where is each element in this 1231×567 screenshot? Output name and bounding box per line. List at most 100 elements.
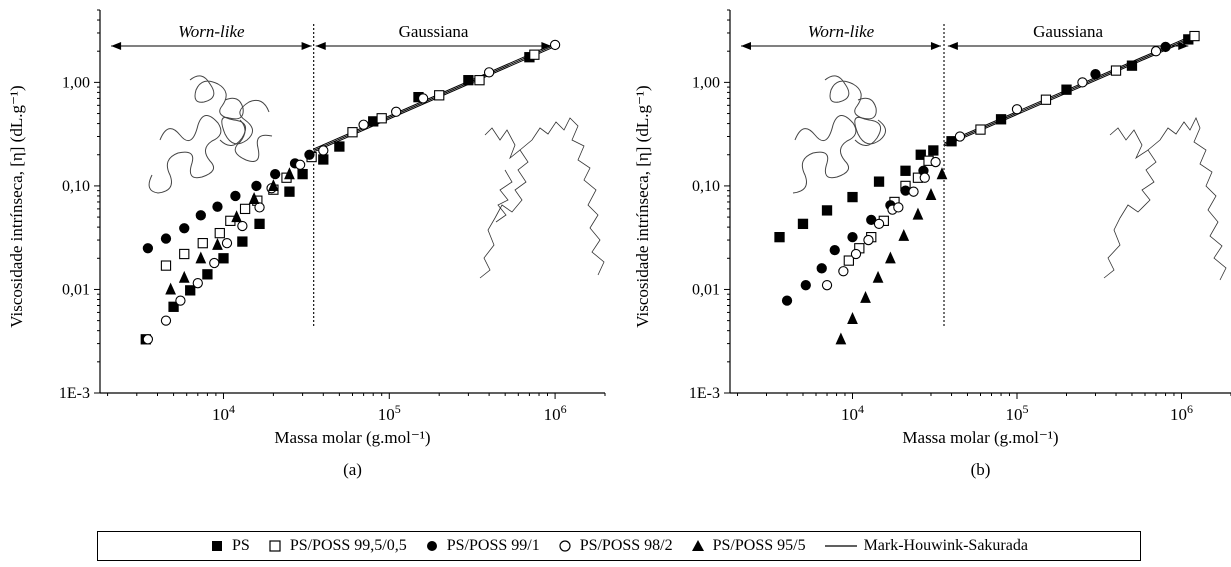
marker-p1-s5-3 <box>195 251 207 264</box>
region-label-1: Worn-like <box>178 22 245 41</box>
marker-p2-s4-8 <box>908 186 919 197</box>
marker-p2-s1-6 <box>900 165 911 176</box>
marker-p1-s4-14 <box>417 93 429 104</box>
legend-item: PS/POSS 99,5/0,5 <box>268 537 407 555</box>
marker-p2-s5-3 <box>860 291 871 303</box>
y-tick-label: 0,01 <box>692 281 720 298</box>
marker-p2-s3-2 <box>800 280 811 291</box>
y-tick-label: 1,00 <box>62 74 90 91</box>
marker-p1-s1-12 <box>368 116 379 127</box>
random-walk-illustration-b <box>1103 117 1227 281</box>
marker-p1-s1-8 <box>284 186 295 197</box>
marker-p1-s1-9 <box>297 168 308 180</box>
marker-p1-s1-7 <box>254 218 265 230</box>
marker-p2-s5-8 <box>925 188 937 200</box>
region-label-2: Gaussiana <box>1033 22 1103 41</box>
legend-label: Mark-Houwink-Sakurada <box>863 537 1028 554</box>
x-tick-base: 10 <box>378 405 395 424</box>
legend-item: Mark-Houwink-Sakurada <box>824 537 1028 555</box>
marker-p1-s3-8 <box>270 168 281 180</box>
marker-p2-s4-9 <box>919 172 930 183</box>
x-tick-label: 106 <box>544 402 567 424</box>
marker-p1-s4-6 <box>221 238 233 249</box>
marker-p2-s4-13 <box>1077 77 1088 88</box>
marker-p1-s1-11 <box>334 141 345 152</box>
marker-p1-s2-4 <box>214 227 225 239</box>
marker-p1-s3-1 <box>142 243 154 254</box>
marker-p2-s4-1 <box>821 280 833 291</box>
marker-p2-s2-11 <box>1110 65 1122 76</box>
x-tick-exponent: 4 <box>229 402 235 416</box>
coil-illustration-a <box>148 75 273 194</box>
marker-p1-s4-5 <box>209 257 220 269</box>
marker-p2-s4-2 <box>838 266 849 277</box>
arrowhead-left <box>741 42 752 50</box>
marker-p2-s2-1 <box>843 255 854 266</box>
marker-p1-s3-6 <box>230 190 241 202</box>
y-tick-label: 0,10 <box>62 178 90 195</box>
marker-p1-s5-1 <box>165 282 177 295</box>
marker-p1-s2-3 <box>197 238 208 249</box>
marker-p2-s2-10 <box>1040 94 1052 105</box>
marker-p1-s5-7 <box>268 179 279 192</box>
x-tick-exponent: 5 <box>395 402 401 416</box>
legend-item: PS/POSS 98/2 <box>558 537 673 555</box>
marker-p2-s4-10 <box>930 156 941 168</box>
marker-p2-s1-4 <box>847 191 858 203</box>
marker-p1-s4-1 <box>142 334 154 345</box>
legend-symbol-square-filled <box>212 541 223 551</box>
marker-p2-s4-4 <box>863 234 874 246</box>
marker-p2-s3-3 <box>816 263 827 274</box>
marker-p1-s4-7 <box>237 220 248 232</box>
marker-p2-s5-2 <box>847 312 858 324</box>
x-tick-label: 106 <box>1170 402 1193 424</box>
legend-item: PS/POSS 99/1 <box>425 537 540 555</box>
marker-p2-s5-5 <box>885 251 896 264</box>
marker-p2-s3-11 <box>1160 41 1171 53</box>
marker-p2-s1-5 <box>873 176 885 187</box>
legend-symbol-circle-filled <box>426 541 437 551</box>
marker-p2-s3-5 <box>847 232 858 243</box>
region-label-2: Gaussiana <box>399 22 469 41</box>
marker-p1-s3-2 <box>160 233 172 244</box>
marker-p2-s4-5 <box>873 218 885 230</box>
x-tick-label: 105 <box>378 402 401 424</box>
marker-p2-s4-7 <box>893 202 904 213</box>
x-tick-base: 10 <box>1005 405 1022 424</box>
x-axis-label: Massa molar (g.mol⁻¹) <box>274 428 430 447</box>
x-axis-label: Massa molar (g.mol⁻¹) <box>902 428 1058 447</box>
y-tick-label: 1E-3 <box>59 385 90 402</box>
legend-label: PS/POSS 99,5/0,5 <box>289 537 407 554</box>
marker-p1-s1-6 <box>237 236 248 247</box>
marker-p1-s1-14 <box>463 75 474 86</box>
x-tick-label: 104 <box>841 402 864 424</box>
y-axis-label: Viscosidade intrínseca, [η] (dL.g⁻¹) <box>7 85 26 327</box>
marker-p1-s3-5 <box>212 201 223 212</box>
marker-p1-s4-2 <box>160 315 172 326</box>
marker-p2-s5-1 <box>835 332 847 345</box>
legend-symbol-triangle-filled <box>691 540 704 551</box>
marker-p1-s4-3 <box>175 295 186 306</box>
marker-p1-s4-11 <box>318 145 329 156</box>
marker-p2-s4-12 <box>1011 104 1023 115</box>
marker-p2-s4-3 <box>850 248 862 260</box>
x-tick-base: 10 <box>841 405 858 424</box>
marker-p2-s5-6 <box>898 228 910 241</box>
marker-p1-s5-2 <box>178 270 190 283</box>
y-tick-label: 0,01 <box>62 281 90 298</box>
marker-p2-s1-12 <box>1126 60 1138 71</box>
marker-p2-s1-7 <box>915 149 926 160</box>
arrowhead-right <box>930 42 941 50</box>
arrowhead-left <box>111 42 122 50</box>
legend-item: PS <box>210 537 250 555</box>
legend-label: PS/POSS 99/1 <box>446 537 540 554</box>
marker-p2-s5-4 <box>872 270 884 283</box>
marker-p1-s4-8 <box>254 202 265 213</box>
marker-p2-s3-4 <box>829 244 840 256</box>
marker-p1-s2-6 <box>239 203 251 215</box>
marker-p1-s1-5 <box>218 253 229 264</box>
x-tick-exponent: 6 <box>1187 402 1193 416</box>
marker-p2-s1-9 <box>946 136 957 147</box>
